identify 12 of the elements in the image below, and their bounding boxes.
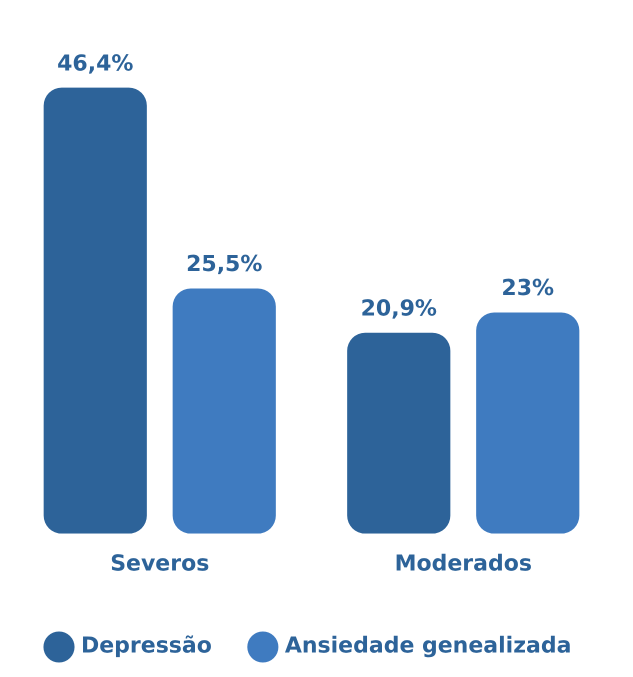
bar (44, 88, 147, 534)
bar (347, 332, 450, 534)
bar (476, 312, 580, 534)
data-label: 25,5% (186, 252, 262, 278)
bar (172, 288, 276, 534)
data-label: 46,4% (57, 51, 134, 76)
legend-label: Depressão (81, 634, 212, 659)
data-label: 20,9% (360, 296, 437, 322)
x-tick-label: Severos (110, 552, 210, 577)
data-label: 23% (501, 276, 554, 302)
legend-label: Ansiedade genealizada (284, 634, 572, 659)
x-tick-label: Moderados (394, 552, 532, 577)
